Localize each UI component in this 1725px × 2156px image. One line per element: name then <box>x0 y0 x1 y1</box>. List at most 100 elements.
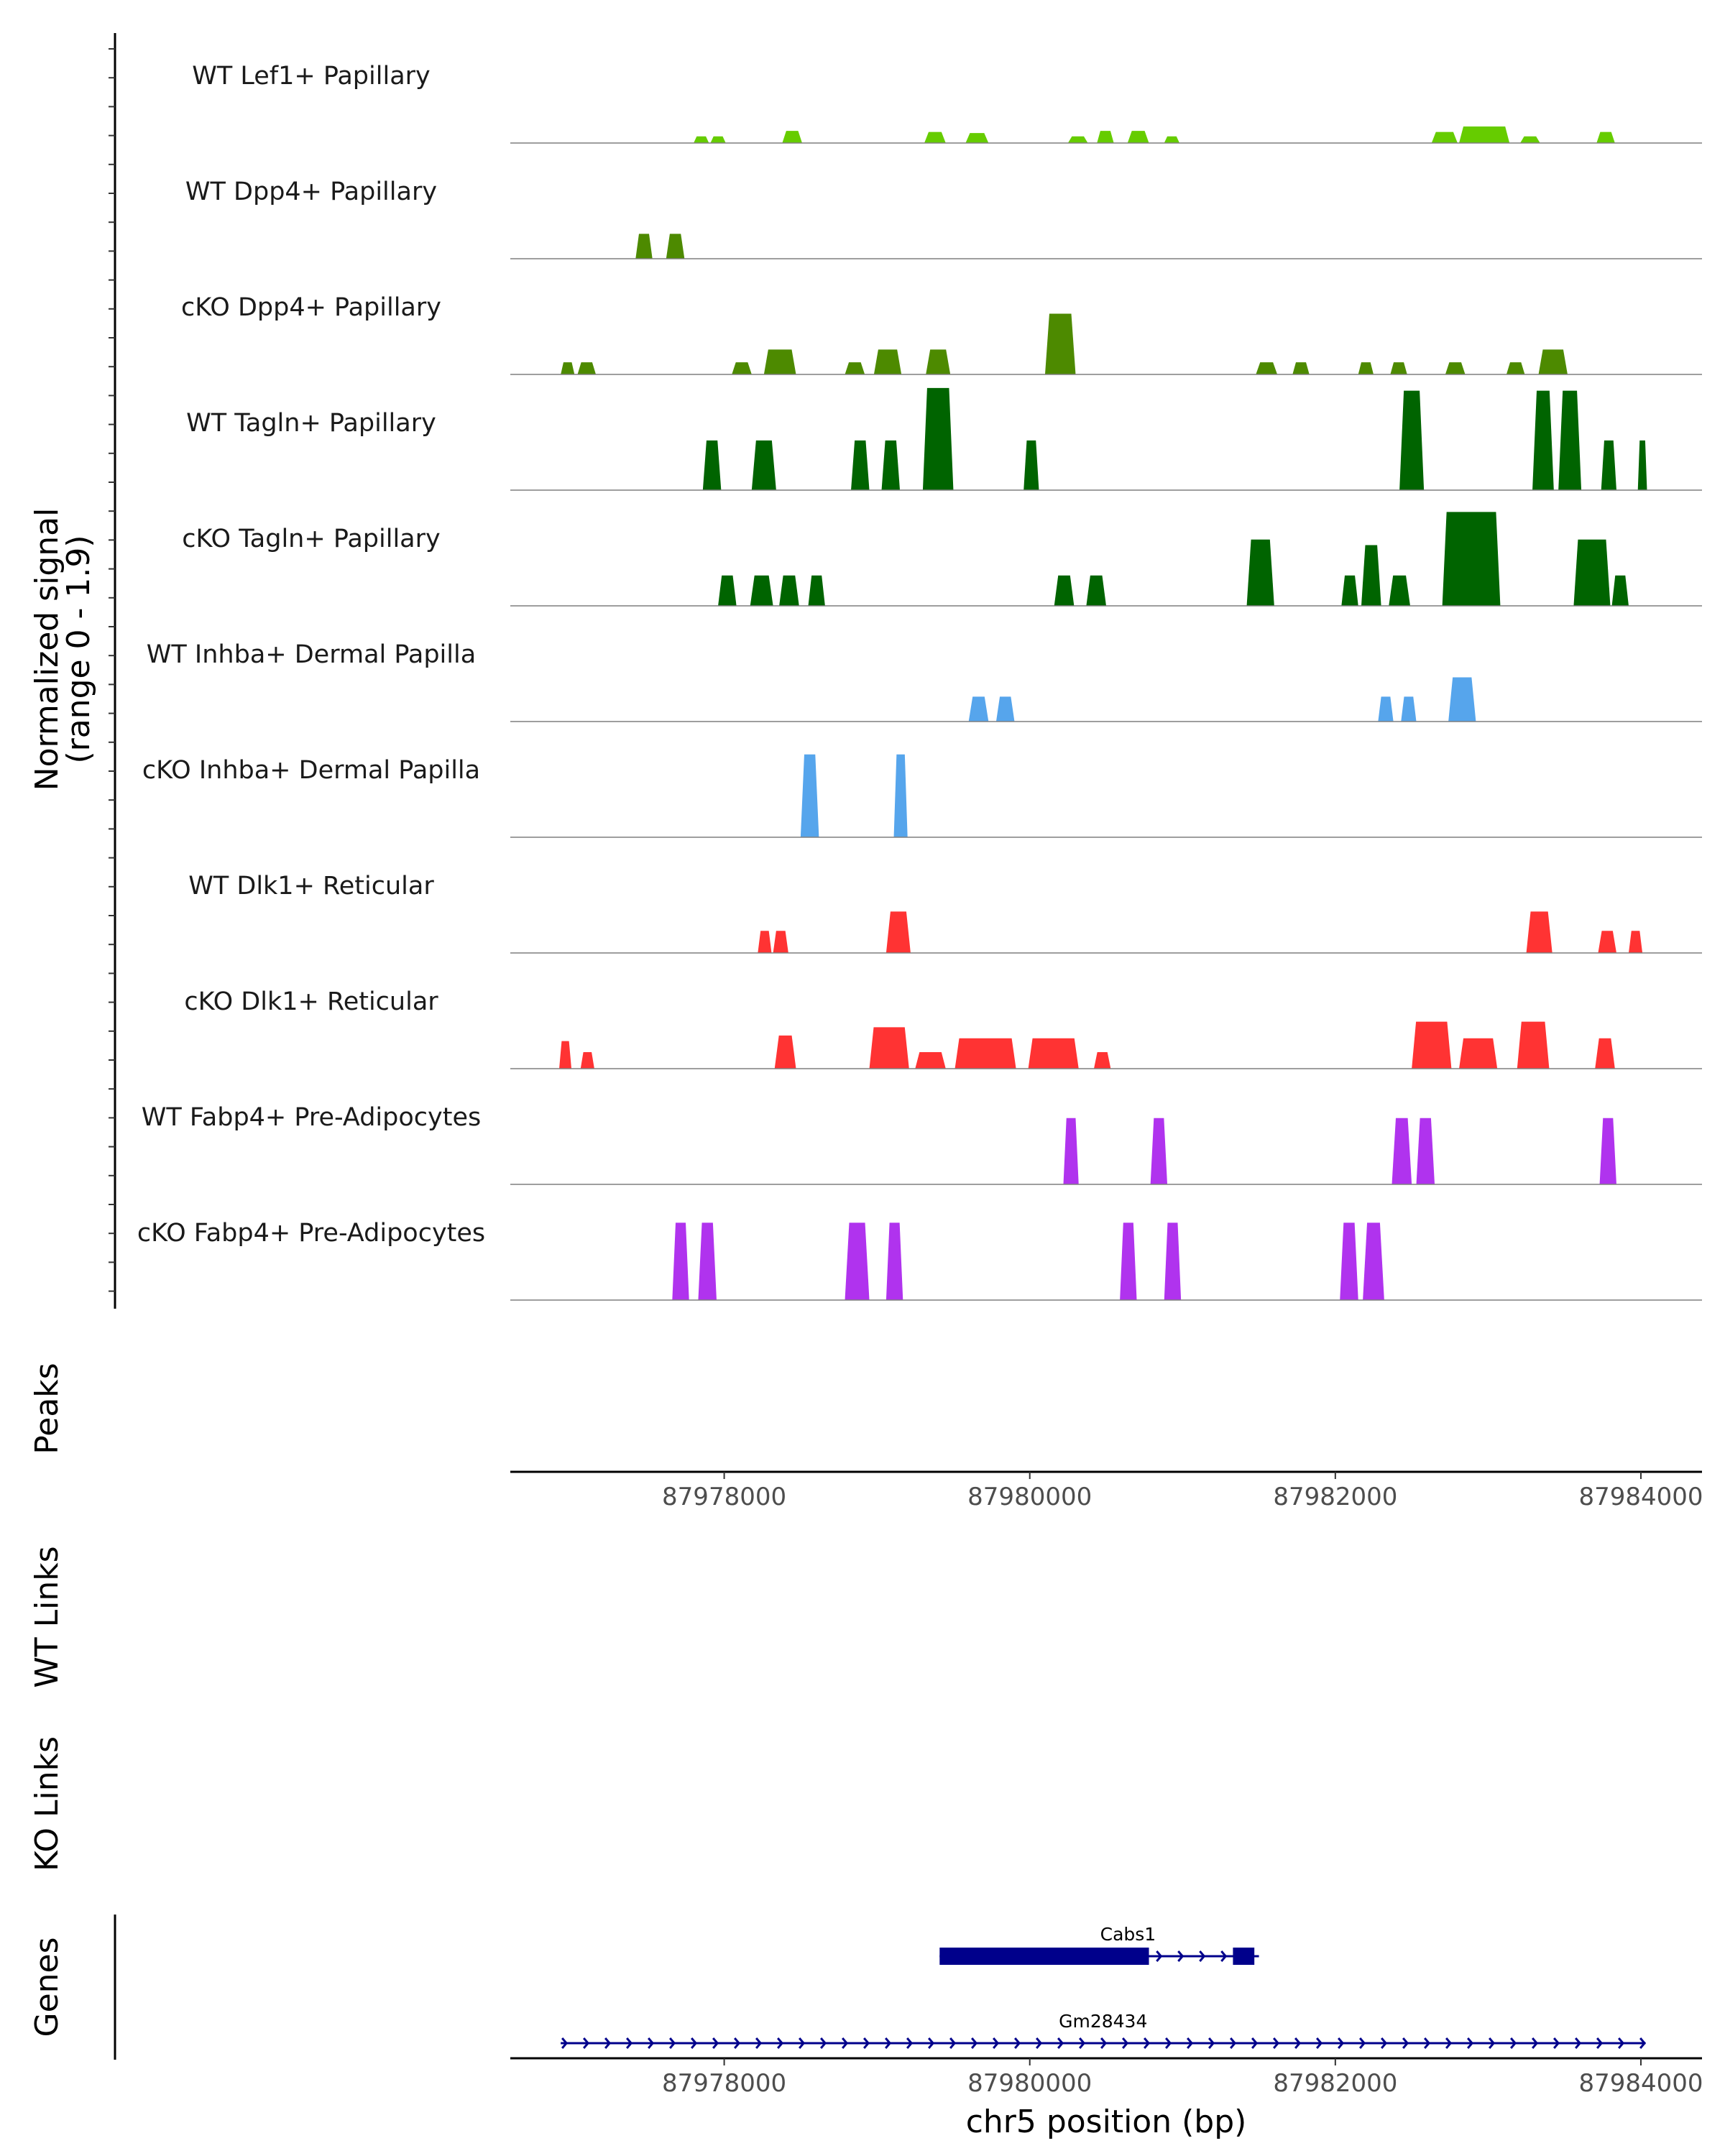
signal-peak <box>1164 1222 1182 1300</box>
signal-peak <box>922 387 954 490</box>
signal-peak <box>926 349 951 374</box>
x-tick-label: 87978000 <box>662 1483 786 1511</box>
signal-peak <box>698 1222 717 1300</box>
strand-arrow <box>1156 1950 1163 1962</box>
signal-peak <box>774 1035 796 1069</box>
strand-arrow <box>1036 2037 1043 2049</box>
strand-arrow <box>1273 2037 1280 2049</box>
strand-arrow <box>1639 2037 1647 2049</box>
track-label: cKO Fabp4+ Pre-Adipocytes <box>137 1219 485 1248</box>
track-label: WT Inhba+ Dermal Papilla <box>147 640 476 669</box>
signal-peak <box>773 931 788 953</box>
signal-peak <box>1416 1118 1435 1184</box>
track-label: WT Fabp4+ Pre-Adipocytes <box>142 1103 481 1132</box>
gene-exon <box>939 1948 1149 1965</box>
signal-peak <box>1246 539 1274 606</box>
signal-peak <box>1378 696 1394 722</box>
strand-arrow <box>1575 2037 1582 2049</box>
signal-peak <box>1164 136 1180 143</box>
strand-arrow <box>777 2037 784 2049</box>
signal-peak <box>1532 390 1554 490</box>
x-tick-label: 87984000 <box>1578 1483 1703 1511</box>
strand-arrow <box>1532 2037 1539 2049</box>
gene-models: Cabs1 Gm28434 <box>561 1924 1647 2049</box>
signal-peak <box>1097 131 1114 143</box>
strand-arrow <box>1230 2037 1237 2049</box>
signal-peak <box>1361 545 1381 606</box>
signal-peak <box>1358 362 1374 374</box>
signal-peak <box>1599 1118 1616 1184</box>
y-axis-title: Normalized signal(range 0 - 1.9) <box>29 508 97 791</box>
signal-peak <box>702 440 722 490</box>
signal-peak <box>710 136 726 143</box>
panel-label-wt-links: WT Links <box>29 1546 65 1687</box>
signal-peak <box>1024 440 1039 490</box>
signal-peak <box>845 1222 870 1300</box>
signal-peak <box>873 349 902 374</box>
track-2: WT Dpp4+ Papillary <box>185 178 1702 259</box>
strand-arrow <box>1553 2037 1560 2049</box>
strand-arrow <box>1079 2037 1086 2049</box>
track-7: cKO Inhba+ Dermal Papilla <box>142 754 1702 838</box>
signal-peak <box>881 440 901 490</box>
strand-arrow <box>1467 2037 1474 2049</box>
strand-arrow <box>1100 2037 1108 2049</box>
signal-peak <box>1459 126 1510 143</box>
strand-arrow <box>1359 2037 1366 2049</box>
x-tick-label: 87980000 <box>967 2069 1092 2098</box>
signal-peak <box>915 1051 946 1069</box>
strand-arrow <box>928 2037 935 2049</box>
strand-arrow <box>1187 2037 1194 2049</box>
signal-peak <box>1628 931 1643 953</box>
track-5: cKO Tagln+ Papillary <box>182 512 1702 607</box>
track-label: cKO Tagln+ Papillary <box>182 525 441 553</box>
signal-peak <box>1028 1038 1079 1069</box>
strand-arrow <box>1489 2037 1496 2049</box>
coverage-tracks: WT Lef1+ Papillary WT Dpp4+ Papillary cKO … <box>137 62 1702 1301</box>
signal-peak <box>666 234 685 259</box>
signal-peak <box>1150 1118 1168 1184</box>
track-label: WT Dlk1+ Reticular <box>188 872 434 900</box>
track-10: WT Fabp4+ Pre-Adipocytes <box>142 1103 1702 1185</box>
x-tick-label: 87978000 <box>662 2069 786 2098</box>
signal-peak <box>1595 1038 1615 1069</box>
signal-peak <box>779 575 799 606</box>
signal-peak <box>1401 696 1417 722</box>
strand-arrow <box>1144 2037 1151 2049</box>
signal-peak <box>751 440 776 490</box>
genes-x-axis: 87978000 87980000 87982000 87984000 chr5 pos… <box>510 2057 1703 2140</box>
strand-arrow <box>1445 2037 1453 2049</box>
strand-arrow <box>1402 2037 1409 2049</box>
strand-arrow <box>971 2037 978 2049</box>
panel-label-ko-links: KO Links <box>29 1736 65 1871</box>
signal-peak <box>1445 362 1466 374</box>
signal-peak <box>1363 1222 1384 1300</box>
strand-arrow <box>993 2037 1000 2049</box>
signal-peak <box>694 136 709 143</box>
strand-arrow <box>1510 2037 1517 2049</box>
strand-arrow <box>755 2037 763 2049</box>
panel-label-genes: Genes <box>29 1937 65 2037</box>
strand-arrow <box>1338 2037 1345 2049</box>
gene-gm28434: Gm28434 <box>561 2011 1647 2049</box>
x-tick-label: 87982000 <box>1273 2069 1397 2098</box>
strand-arrow <box>1251 2037 1259 2049</box>
track-label: cKO Dlk1+ Reticular <box>184 987 438 1016</box>
strand-arrow <box>1208 2037 1215 2049</box>
signal-peak <box>763 349 796 374</box>
signal-peak <box>580 1051 594 1069</box>
signal-peak <box>924 132 946 143</box>
signal-peak <box>732 362 752 374</box>
signal-peak <box>1063 1118 1079 1184</box>
strand-arrow <box>949 2037 957 2049</box>
signal-peak <box>808 575 825 606</box>
signal-peak <box>1093 1051 1111 1069</box>
signal-peak <box>845 362 865 374</box>
strand-arrow <box>906 2037 914 2049</box>
strand-arrow <box>820 2037 827 2049</box>
signal-peak <box>1412 1021 1452 1069</box>
strand-arrow <box>885 2037 892 2049</box>
gene-cabs1: Cabs1 <box>939 1924 1259 1965</box>
track-11: cKO Fabp4+ Pre-Adipocytes <box>137 1219 1702 1301</box>
signal-peak <box>1558 390 1582 490</box>
